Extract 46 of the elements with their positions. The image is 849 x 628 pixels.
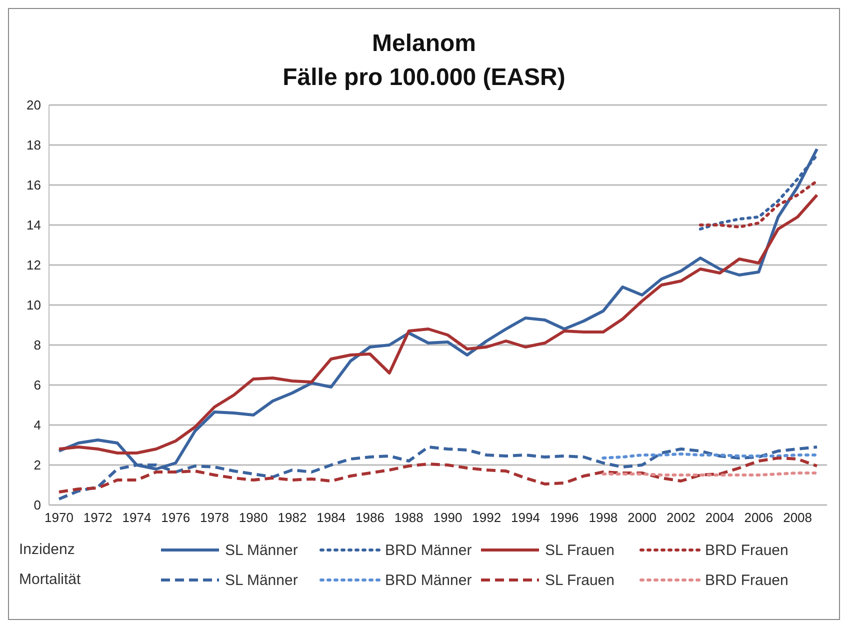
x-tick-label: 1990	[433, 510, 462, 526]
y-tick-label: 20	[26, 98, 41, 113]
x-tick-label: 1980	[238, 510, 268, 526]
x-tick-label: 1992	[472, 510, 502, 526]
x-tick-label: 1982	[278, 510, 307, 526]
x-tick-label: 1986	[356, 510, 384, 526]
x-tick-label: 1978	[200, 510, 229, 526]
x-tick-label: 1988	[394, 510, 424, 526]
legend-label: BRD Männer	[385, 572, 472, 588]
chart-title: Melanom	[370, 29, 477, 59]
x-tick-label: 1974	[122, 510, 152, 526]
line-series	[58, 194, 818, 454]
y-tick-label: 14	[26, 218, 41, 233]
line-series	[58, 456, 818, 494]
chart-subtitle: Fälle pro 100.000 (EASR)	[282, 63, 566, 93]
x-tick-label: 2000	[628, 510, 657, 526]
legend-label: BRD Männer	[385, 542, 472, 558]
x-tick-label: 1996	[550, 510, 579, 526]
y-tick-label: 2	[34, 458, 41, 473]
y-tick-label: 18	[26, 138, 41, 153]
legend-label: SL Frauen	[545, 572, 614, 588]
legend-label: SL Männer	[225, 542, 298, 558]
line-series	[698, 180, 818, 228]
y-tick-label: 0	[34, 498, 41, 513]
text: Mortalität	[19, 570, 82, 590]
x-tick-label: 1998	[588, 510, 618, 526]
legend-label: BRD Frauen	[705, 542, 788, 558]
text: Inzidenz	[19, 540, 76, 560]
x-tick-label: 2008	[783, 510, 812, 526]
y-tick-label: 4	[34, 418, 41, 433]
x-tick-label: 1970	[44, 510, 74, 526]
y-tick-label: 16	[26, 178, 41, 193]
y-tick-label: 6	[34, 378, 41, 393]
x-tick-label: 1984	[316, 510, 346, 526]
x-tick-label: 2006	[744, 510, 774, 526]
x-tick-label: 1976	[161, 510, 190, 526]
legend-label: SL Frauen	[545, 542, 614, 558]
x-tick-label: 1994	[511, 510, 540, 526]
y-tick-label: 8	[34, 338, 41, 353]
legend-label: SL Männer	[225, 572, 298, 588]
y-tick-label: 10	[26, 298, 41, 313]
x-tick-label: 1972	[83, 510, 112, 526]
x-tick-label: 2002	[666, 510, 696, 526]
legend-label: BRD Frauen	[705, 572, 788, 588]
x-tick-label: 2004	[705, 510, 734, 526]
y-tick-label: 12	[26, 258, 41, 273]
